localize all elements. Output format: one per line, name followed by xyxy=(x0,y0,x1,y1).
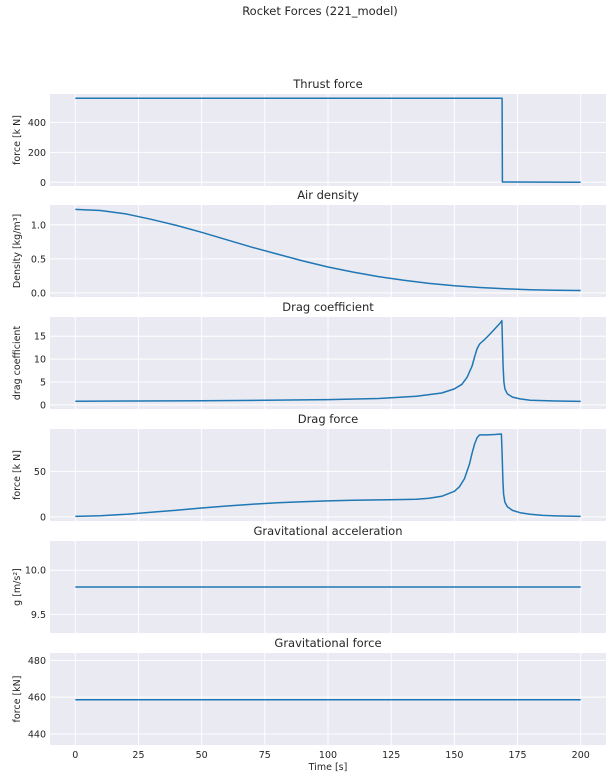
y-tick-label: 0.5 xyxy=(31,254,46,265)
x-tick-label: 100 xyxy=(319,750,337,761)
y-tick-label: 0 xyxy=(40,178,46,189)
subplot-3: 0 5 10 15 Drag coefficient drag coefficient xyxy=(12,300,606,411)
y-axis-label: force [kN] xyxy=(12,676,23,723)
series-line xyxy=(75,97,581,184)
x-tick-label: 50 xyxy=(196,750,208,761)
subplot-title: Thrust force xyxy=(292,77,362,91)
series-line xyxy=(75,208,581,292)
x-axis-label: Time [s] xyxy=(308,762,348,773)
subplot-title: Gravitational force xyxy=(274,636,381,650)
y-tick-label: 15 xyxy=(34,332,46,343)
y-axis-label: g [m/s²] xyxy=(12,568,23,606)
y-axis-label: force [k N] xyxy=(12,450,23,500)
y-axis-label: Density [kg/m³] xyxy=(12,214,23,288)
y-tick-label: 460 xyxy=(28,693,46,704)
x-tick-label: 200 xyxy=(572,750,590,761)
y-axis-label: drag coefficient xyxy=(12,326,23,401)
x-tick-label: 150 xyxy=(445,750,463,761)
subplot-title: Drag force xyxy=(298,412,359,426)
x-tick-label: 125 xyxy=(382,750,400,761)
subplots: 0 200 400 Thrust force force [k N] 0.0 0.5 1.0 A… xyxy=(12,77,606,761)
y-tick-label: 200 xyxy=(28,148,46,159)
y-tick-label: 400 xyxy=(28,118,46,129)
y-tick-label: 50 xyxy=(34,467,46,478)
subplot-title: Drag coefficient xyxy=(282,300,374,314)
y-tick-label: 480 xyxy=(28,656,46,667)
subplot-1: 0 200 400 Thrust force force [k N] xyxy=(12,77,606,189)
x-tick-label: 25 xyxy=(132,750,144,761)
y-tick-label: 0.0 xyxy=(31,288,46,299)
series-line xyxy=(75,319,581,403)
x-tick-label: 0 xyxy=(72,750,78,761)
y-tick-label: 1.0 xyxy=(31,220,46,231)
subplot-6: 440 460 480 Gravitational force force [kN] 0 2… xyxy=(12,636,606,761)
subplot-2: 0.0 0.5 1.0 Air density Density [kg/m³] xyxy=(12,188,606,299)
figure-suptitle: Rocket Forces (221_model) xyxy=(242,4,398,18)
y-tick-label: 5 xyxy=(40,377,46,388)
series-line xyxy=(75,433,581,518)
subplot-title: Air density xyxy=(297,188,359,202)
subplot-5: 9.5 10.0 Gravitational acceleration g [m/s²… xyxy=(12,524,606,633)
subplot-4: 0 50 Drag force force [k N] xyxy=(12,412,606,523)
y-tick-label: 0 xyxy=(40,400,46,411)
y-tick-label: 440 xyxy=(28,729,46,740)
y-tick-label: 0 xyxy=(40,512,46,523)
y-tick-label: 10 xyxy=(34,355,46,366)
x-tick-label: 175 xyxy=(508,750,526,761)
subplot-title: Gravitational acceleration xyxy=(253,524,402,538)
y-tick-label: 9.5 xyxy=(31,610,46,621)
y-axis-label: force [k N] xyxy=(12,115,23,165)
x-tick-label: 75 xyxy=(259,750,271,761)
y-tick-label: 10.0 xyxy=(25,566,46,577)
